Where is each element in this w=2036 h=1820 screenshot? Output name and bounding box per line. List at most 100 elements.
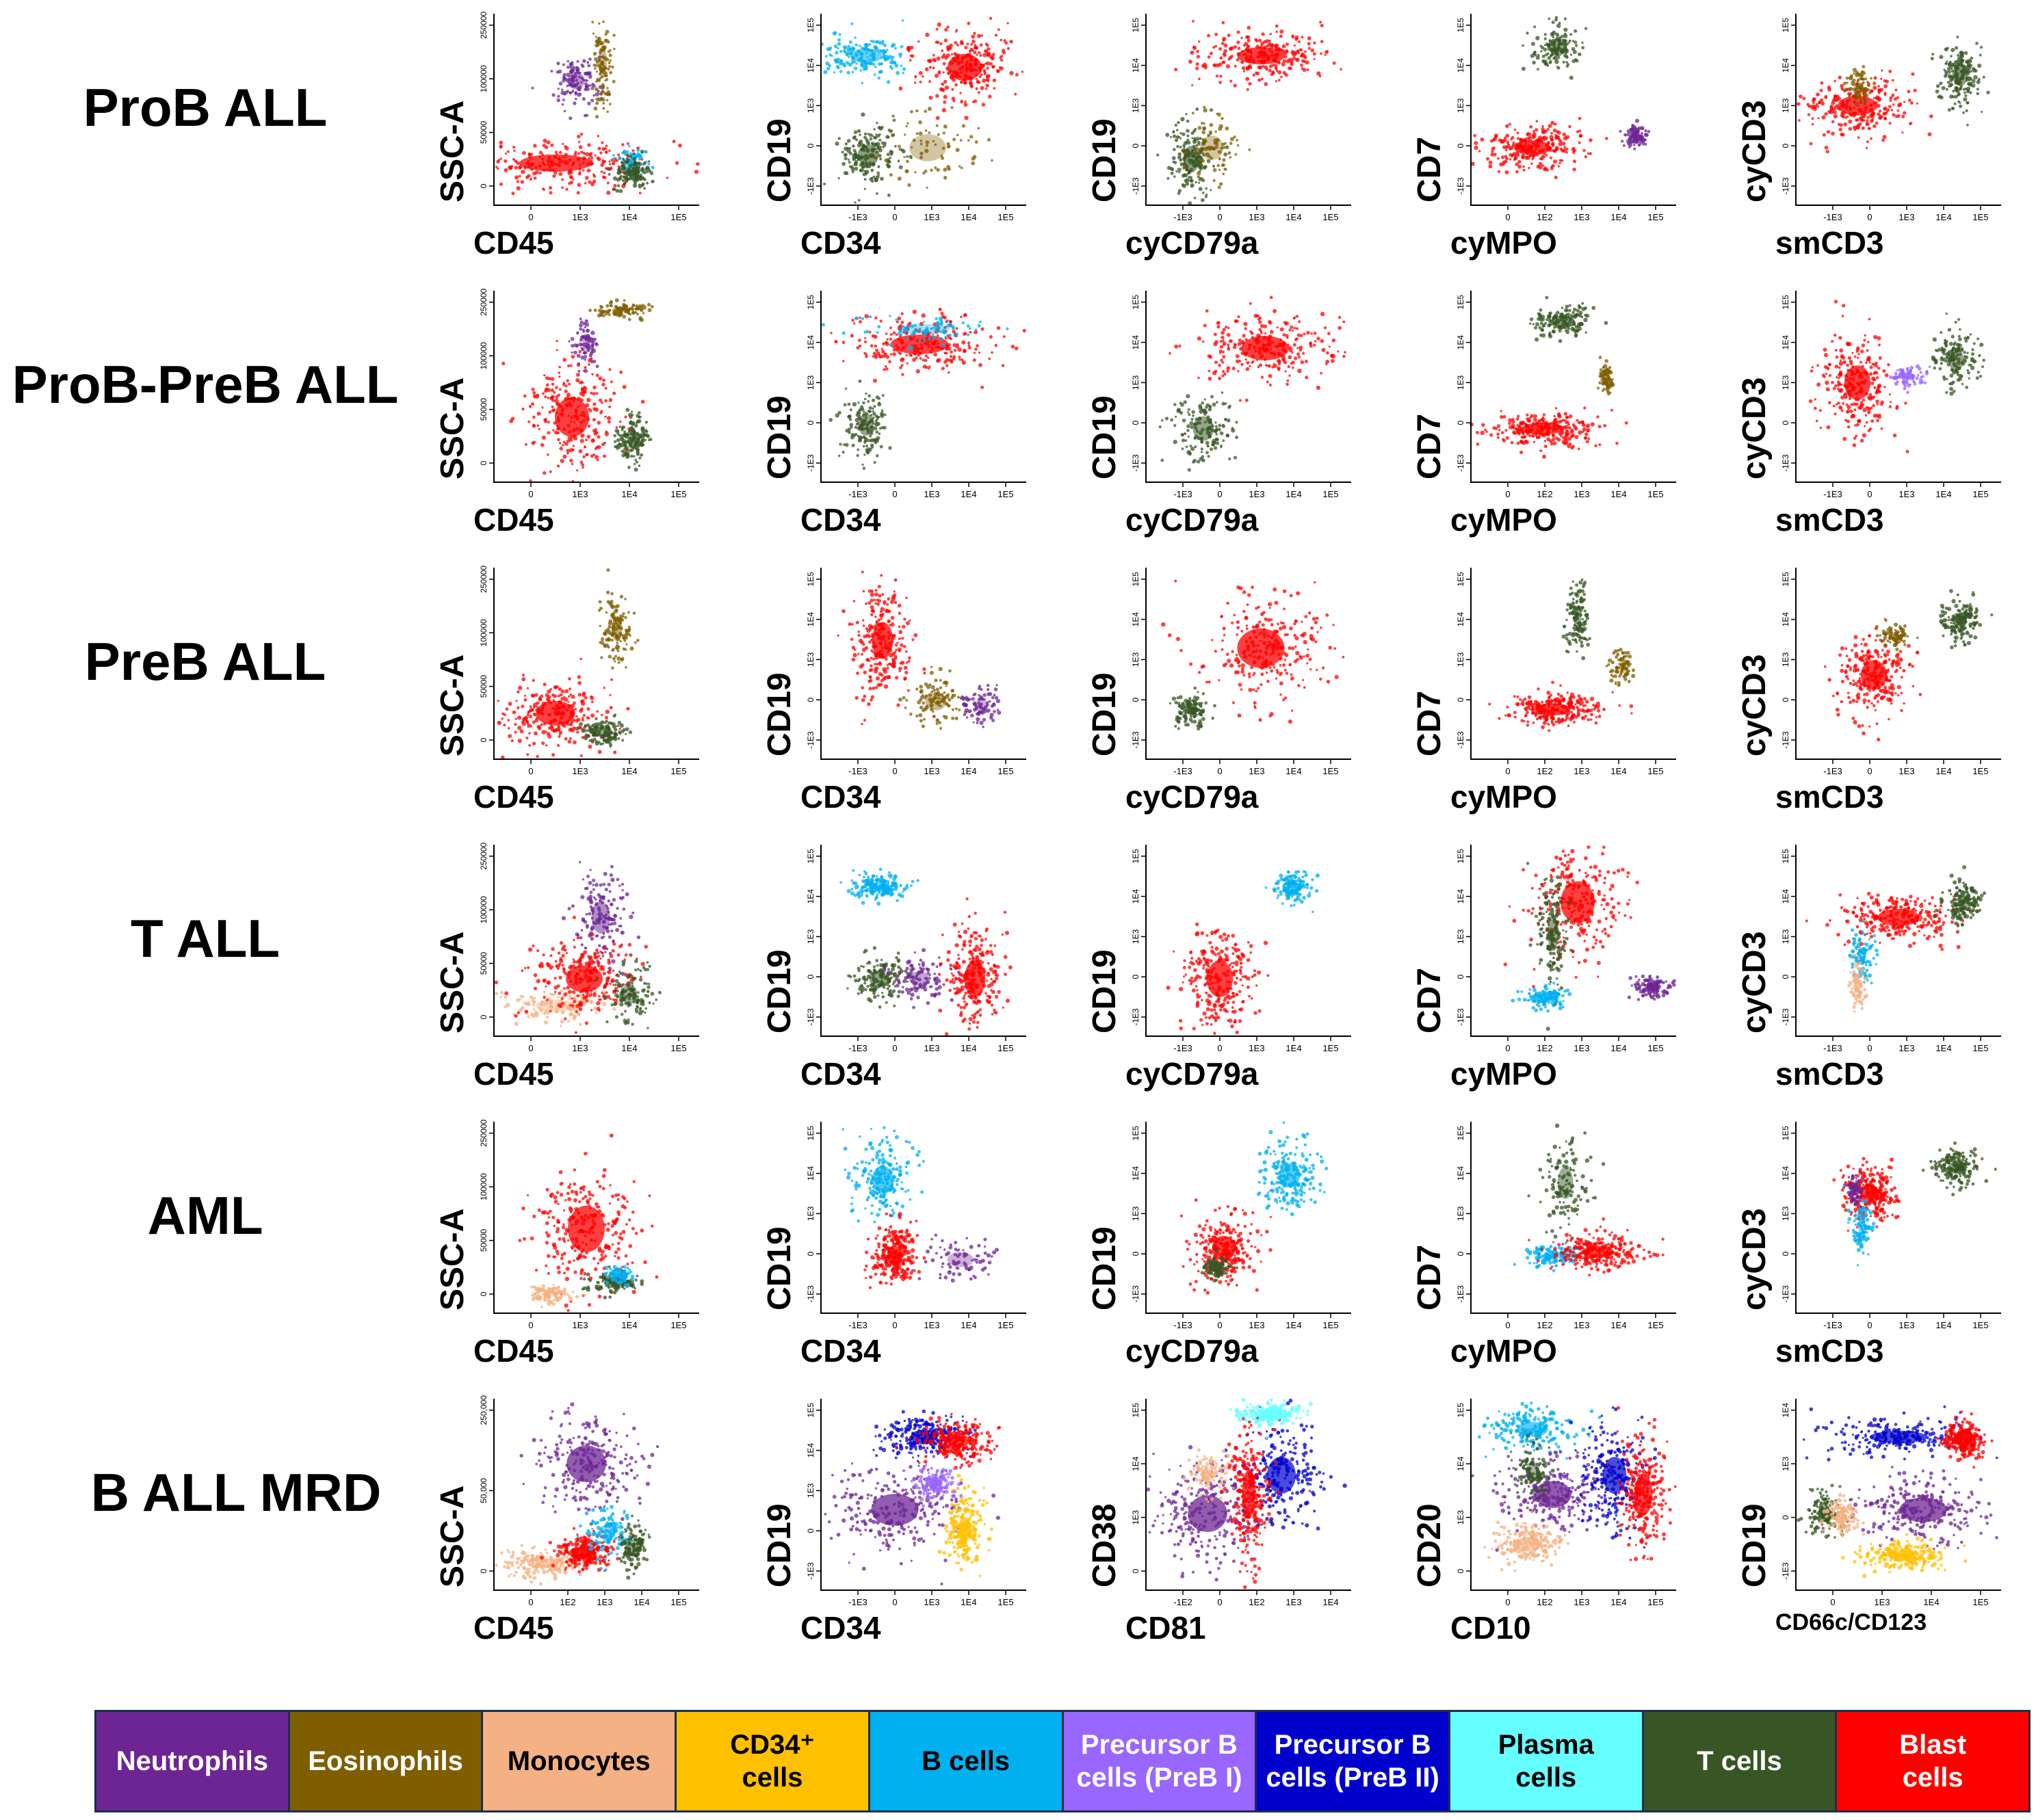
axis-lines <box>493 291 699 483</box>
x-tick-label: 1E3 <box>1898 212 1914 222</box>
plot-canvas: 0 1E2 1E3 1E4 1E5 250,000 50,000 0 <box>479 1395 699 1607</box>
y-axis-label: CD19 <box>761 395 798 479</box>
y-tick-label: -1E3 <box>1781 454 1790 472</box>
cluster-core <box>1844 365 1871 400</box>
y-tick-label: 250000 <box>479 11 488 38</box>
y-tick-label: 1E4 <box>1456 335 1465 350</box>
y-tick-label: 0 <box>1456 1252 1465 1256</box>
axis-lines <box>493 14 699 206</box>
y-tick-label: 0 <box>1456 144 1465 148</box>
x-tick-label: -1E3 <box>1823 212 1842 222</box>
y-tick-label: -1E3 <box>1456 1285 1465 1303</box>
cluster-core <box>1212 1235 1236 1261</box>
y-axis-label: cyCD3 <box>1736 1209 1773 1310</box>
cluster-core <box>974 699 988 712</box>
scatter-plot-r2-c2: -1E3 0 1E3 1E4 1E5 1E5 1E4 1E3 0 -1E3 CD19 cyCD79a <box>1086 568 1351 815</box>
cluster-core <box>1206 960 1234 997</box>
cluster-eosinophil <box>590 21 616 119</box>
y-tick-label: 0 <box>1131 975 1140 979</box>
plot-canvas: -1E3 0 1E3 1E4 1E5 1E5 1E4 1E3 0 -1E3 <box>806 568 1026 776</box>
cluster-core <box>1212 1263 1220 1271</box>
cluster-core <box>1242 1470 1255 1519</box>
y-tick-label: 1E4 <box>1131 1166 1140 1181</box>
cluster-core <box>1957 1434 1971 1447</box>
cluster-eosinophil <box>1842 65 1877 119</box>
x-tick-label: 0 <box>892 1043 897 1053</box>
axis-lines <box>1795 1399 2001 1591</box>
scatter-plot-r5-c2: -1E2 0 1E2 1E3 1E4 1E5 1E4 1E3 0 CD38 CD81 <box>1086 1397 1351 1646</box>
x-tick-label: -1E3 <box>848 766 867 776</box>
axis-lines <box>1470 1399 1676 1591</box>
plot-canvas: -1E3 0 1E3 1E4 1E5 1E5 1E4 1E3 0 -1E3 <box>1781 1122 2001 1330</box>
x-tick-label: 0 <box>1505 1597 1510 1607</box>
x-tick-label: 1E5 <box>1322 489 1338 499</box>
scatter-plot-r3-c3: 0 1E2 1E3 1E4 1E5 1E5 1E4 1E3 0 -1E3 CD7 cyMPO <box>1411 845 1676 1092</box>
y-tick-label: 0 <box>479 1014 488 1019</box>
cluster-core <box>1192 416 1214 441</box>
x-tick-label: 1E4 <box>1935 766 1951 776</box>
plot-canvas: -1E3 0 1E3 1E4 1E5 1E5 1E4 1E3 0 -1E3 <box>1781 568 2001 776</box>
x-axis-label: smCD3 <box>1775 1332 1884 1369</box>
cluster-core <box>527 1558 560 1568</box>
cluster-core <box>858 413 874 436</box>
y-tick-label: 1E4 <box>1781 889 1790 904</box>
x-tick-label: 0 <box>1217 489 1222 499</box>
y-tick-label: 0 <box>806 1529 815 1533</box>
y-tick-label: 1E4 <box>1131 58 1140 73</box>
cluster-core <box>597 727 613 737</box>
cluster-blast <box>494 915 649 1034</box>
y-tick-label: -1E3 <box>806 1285 815 1303</box>
axis-lines <box>820 1399 1026 1591</box>
x-tick-label: 0 <box>1505 489 1510 499</box>
y-tick-label: 250,000 <box>479 1395 488 1425</box>
y-tick-label: 50000 <box>479 675 488 698</box>
cluster-bcell <box>1477 1401 1602 1466</box>
x-tick-label: 1E5 <box>1647 1043 1663 1053</box>
y-tick-label: -1E3 <box>1781 1008 1790 1026</box>
cluster-tcell <box>1939 589 1994 650</box>
x-axis-label: CD45 <box>473 1332 554 1369</box>
scatter-plot-r2-c1: -1E3 0 1E3 1E4 1E5 1E5 1E4 1E3 0 -1E3 CD19 CD34 <box>761 568 1026 815</box>
y-tick-label: 1E3 <box>1456 375 1465 390</box>
cluster-eosinophil <box>588 298 654 322</box>
y-tick-label: -1E3 <box>1131 177 1140 195</box>
y-tick-label: 1E5 <box>1781 849 1790 864</box>
cluster-core <box>621 984 638 1004</box>
y-tick-label: 1E4 <box>1456 1456 1465 1471</box>
x-tick-label: 1E4 <box>621 766 637 776</box>
y-tick-label: 0 <box>1131 144 1140 148</box>
x-axis-label: CD10 <box>1450 1609 1531 1646</box>
x-tick-label: 0 <box>892 212 897 222</box>
axis-lines <box>1470 14 1676 206</box>
y-tick-label: 0 <box>479 1568 488 1573</box>
cluster-blast <box>1823 619 1922 742</box>
x-tick-label: 0 <box>1217 1597 1222 1607</box>
x-axis-label: CD34 <box>800 501 881 538</box>
x-axis-label: smCD3 <box>1775 778 1884 815</box>
x-tick-label: 0 <box>528 1597 533 1607</box>
cluster-core <box>1526 1462 1539 1481</box>
plot-canvas: -1E3 0 1E3 1E4 1E5 1E5 1E4 1E3 0 -1E3 <box>1131 845 1351 1053</box>
x-tick-label: 1E3 <box>924 766 939 776</box>
x-tick-label: 0 <box>1217 1320 1222 1330</box>
y-axis-label: SSC-A <box>434 655 471 756</box>
y-tick-label: 1E3 <box>1456 1510 1465 1525</box>
y-tick-label: 1E4 <box>1456 58 1465 73</box>
x-tick-label: 1E3 <box>1249 1043 1264 1053</box>
axis-lines <box>493 845 699 1037</box>
y-tick-label: 1E5 <box>1131 849 1140 864</box>
y-axis-label: CD19 <box>761 1503 798 1587</box>
legend-label: Blast cells <box>1899 1728 1966 1794</box>
cluster-eosinophil <box>1597 356 1615 396</box>
x-tick-label: 0 <box>1505 1320 1510 1330</box>
x-tick-label: 1E4 <box>961 489 976 499</box>
cluster-bcell <box>839 867 919 906</box>
y-axis-label: cyCD3 <box>1736 655 1773 756</box>
scatter-plot-r0-c3: 0 1E2 1E3 1E4 1E5 1E5 1E4 1E3 0 -1E3 CD7 cyMPO <box>1411 14 1676 261</box>
cluster-bcell <box>821 315 1009 351</box>
plot-canvas: 0 1E3 1E4 1E5 250000 100000 50000 0 <box>479 288 699 499</box>
cluster-core <box>519 154 592 172</box>
y-axis-label: CD19 <box>761 672 798 756</box>
axis-lines <box>1145 291 1351 483</box>
x-tick-label: 0 <box>892 1597 897 1607</box>
